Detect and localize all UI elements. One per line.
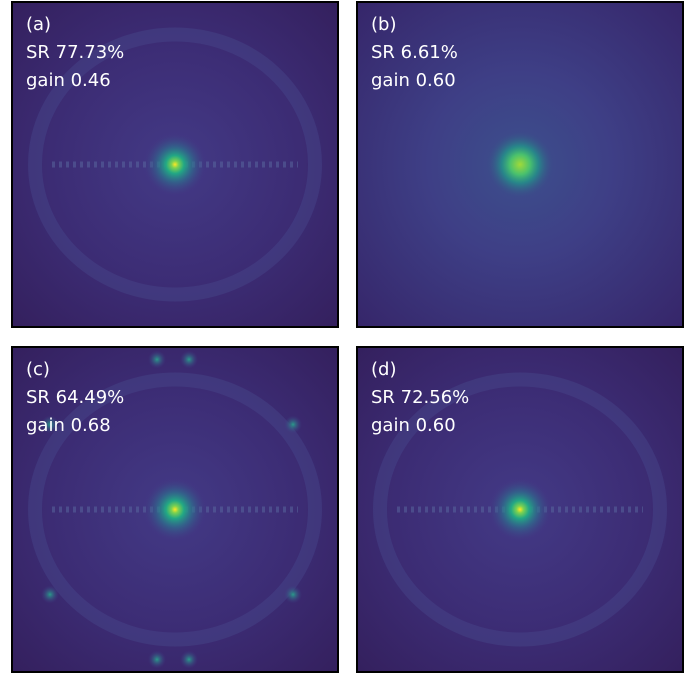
panel-label: (c) <box>26 359 50 380</box>
side-spot <box>148 650 166 669</box>
side-spot <box>41 415 59 434</box>
panel-frame <box>11 346 339 673</box>
strehl-ratio: SR 6.61% <box>371 42 458 63</box>
panel: (b) SR 6.61% gain 0.60 <box>356 1 684 328</box>
loop-gain: gain 0.68 <box>26 415 111 436</box>
strehl-ratio: SR 64.49% <box>26 387 124 408</box>
panel-frame <box>356 346 684 673</box>
strehl-ratio: SR 72.56% <box>371 387 469 408</box>
side-spot <box>148 350 166 369</box>
halo <box>28 372 322 647</box>
side-spot <box>284 585 302 604</box>
side-spot <box>41 585 59 604</box>
panel-frame <box>356 1 684 328</box>
loop-gain: gain 0.46 <box>26 70 111 91</box>
loop-gain: gain 0.60 <box>371 415 456 436</box>
psf-core <box>145 479 205 540</box>
side-spot <box>284 415 302 434</box>
panel-frame <box>11 1 339 328</box>
panel: (d) SR 72.56% gain 0.60 <box>356 346 684 673</box>
loop-gain: gain 0.60 <box>371 70 456 91</box>
psf-core <box>490 479 550 540</box>
side-spot <box>180 650 198 669</box>
panel: (c) SR 64.49% gain 0.68 <box>11 346 339 673</box>
psf-core <box>145 134 205 195</box>
side-spot <box>180 350 198 369</box>
panel: (a) SR 77.73% gain 0.46 <box>11 1 339 328</box>
halo <box>373 372 667 647</box>
panel-label: (a) <box>26 14 51 35</box>
halo <box>28 27 322 302</box>
panel-label: (b) <box>371 14 396 35</box>
panel-label: (d) <box>371 359 396 380</box>
strehl-ratio: SR 77.73% <box>26 42 124 63</box>
psf-core <box>486 130 554 199</box>
